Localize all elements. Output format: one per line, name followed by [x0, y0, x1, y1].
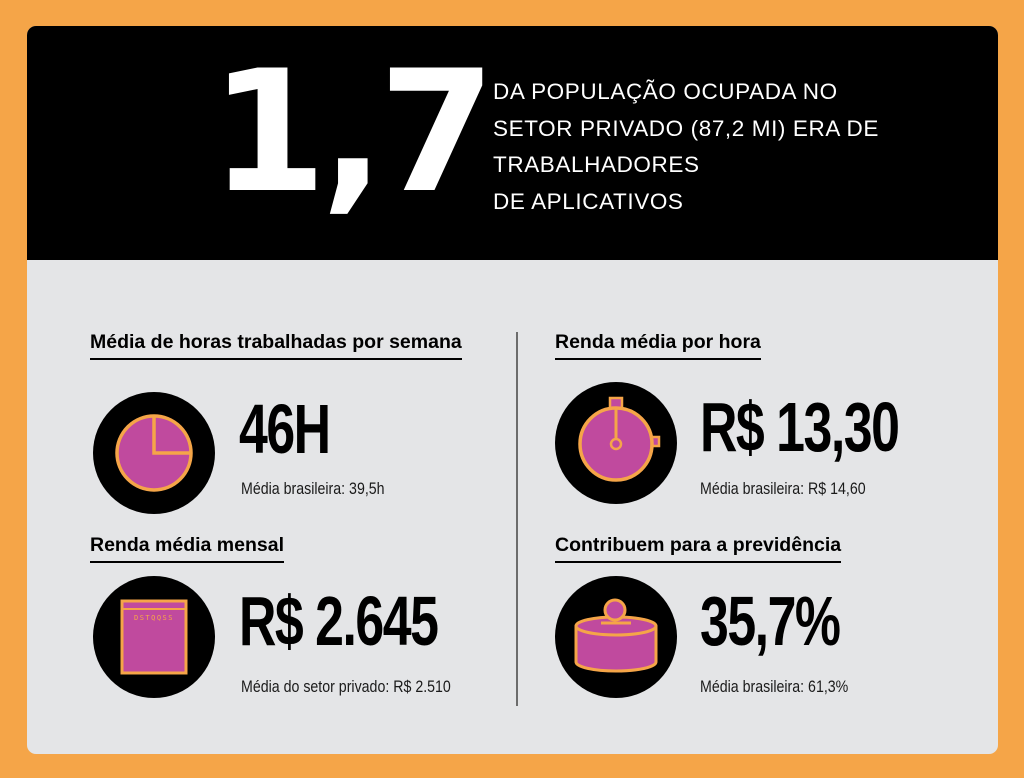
calendar-icon: DSTQQSS	[93, 576, 215, 698]
headline-line: DA POPULAÇÃO OCUPADA NO	[493, 79, 838, 104]
headline-line: SETOR PRIVADO (87,2 MI) ERA DE	[493, 115, 880, 141]
header-banner: 1,7 DA POPULAÇÃO OCUPADA NO SETOR PRIVAD…	[27, 26, 998, 260]
stopwatch-icon	[555, 382, 677, 504]
stat-title-hourly-income: Renda média por hora	[555, 331, 761, 361]
headline-text: DA POPULAÇÃO OCUPADA NO SETOR PRIVADO (8…	[493, 74, 913, 220]
stat-title-monthly-income: Renda média mensal	[90, 534, 284, 564]
stat-value-pension: 35,7%	[700, 582, 841, 660]
column-divider	[516, 332, 518, 706]
stat-value-hours: 46H	[239, 390, 331, 468]
stat-sub-hours: Média brasileira: 39,5h	[241, 480, 385, 498]
stat-sub-hourly-income: Média brasileira: R$ 14,60	[700, 480, 866, 498]
headline-number: 1,7	[210, 34, 496, 230]
stat-title-pension: Contribuem para a previdência	[555, 534, 842, 564]
stat-sub-pension: Média brasileira: 61,3%	[700, 678, 849, 696]
stat-sub-monthly-income: Média do setor privado: R$ 2.510	[241, 678, 451, 696]
headline-line: DE APLICATIVOS	[493, 188, 684, 214]
coin-box-icon	[555, 576, 677, 698]
calendar-weekdays: DSTQQSS	[134, 614, 174, 622]
stat-value-hourly-income: R$ 13,30	[700, 388, 900, 466]
pie-clock-icon	[93, 392, 215, 514]
stat-title-hours: Média de horas trabalhadas por semana	[90, 331, 462, 361]
stat-value-monthly-income: R$ 2.645	[239, 582, 439, 660]
infographic-card: 1,7 DA POPULAÇÃO OCUPADA NO SETOR PRIVAD…	[27, 26, 998, 754]
headline-line: TRABALHADORES	[493, 152, 700, 177]
